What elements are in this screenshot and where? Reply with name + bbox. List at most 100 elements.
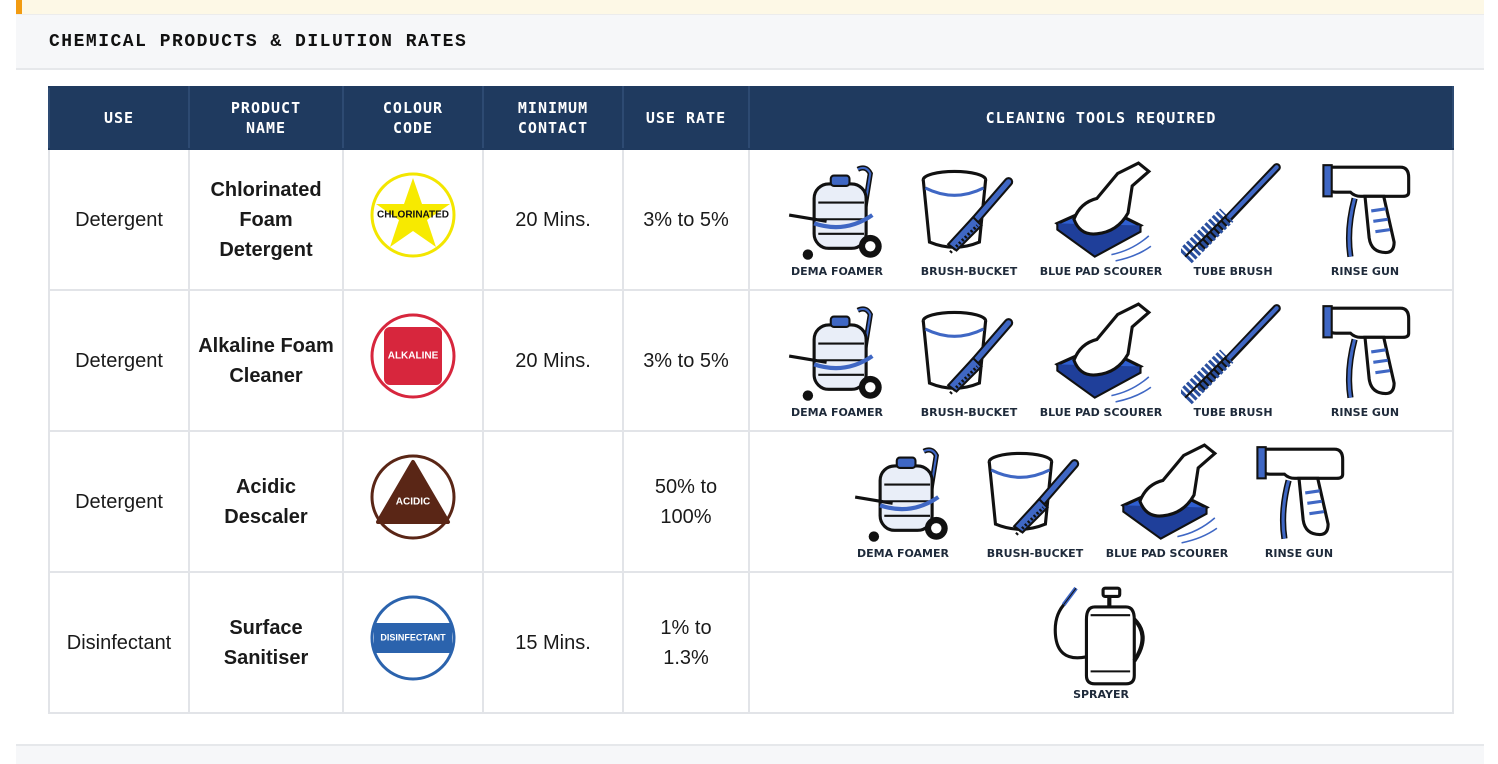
rate-cell: 3% to 5% xyxy=(622,148,750,291)
tool: BRUSH-BUCKET xyxy=(914,161,1024,279)
table-row: Disinfectant Surface Sanitiser DISINFECT… xyxy=(48,571,1454,714)
tool: SPRAYER xyxy=(1046,584,1156,702)
tool-label: DEMA FOAMER xyxy=(791,264,883,278)
tool-icon xyxy=(917,302,1021,406)
tool-icon xyxy=(983,443,1087,547)
badge-label: DISINFECTANT xyxy=(380,632,446,642)
product-cell: Surface Sanitiser xyxy=(188,571,344,714)
rate-cell: 3% to 5% xyxy=(622,289,750,432)
accent-bar xyxy=(16,0,22,14)
colour-cell: DISINFECTANT xyxy=(342,571,484,714)
bottom-strip xyxy=(16,744,1484,764)
contact-cell xyxy=(482,430,624,573)
header-row: USE PRODUCT NAME COLOUR CODE MINIMUM CON… xyxy=(48,86,1454,150)
colour-cell: CHLORINATED xyxy=(342,148,484,291)
tool: RINSE GUN xyxy=(1310,161,1420,279)
use-cell: Disinfectant xyxy=(48,571,190,714)
tools: DEMA FOAMER BRUSH-BUCKET BLUE PAD SCOURE… xyxy=(750,443,1452,561)
tool-icon xyxy=(1313,161,1417,265)
tool-label: RINSE GUN xyxy=(1330,264,1400,278)
colour-cell: ACIDIC xyxy=(342,430,484,573)
tool-label: TUBE BRUSH xyxy=(1193,264,1273,278)
tool-icon xyxy=(785,161,889,265)
tool-label: BLUE PAD SCOURER xyxy=(1039,405,1163,419)
tool-label: DEMA FOAMER xyxy=(857,546,949,560)
colour-badge: ALKALINE xyxy=(370,313,456,399)
tool-icon xyxy=(1247,443,1351,547)
tool-label: BLUE PAD SCOURER xyxy=(1105,546,1229,560)
contact-cell: 20 Mins. xyxy=(482,289,624,432)
tool-label: BRUSH-BUCKET xyxy=(986,546,1084,560)
tool: TUBE BRUSH xyxy=(1178,302,1288,420)
tool: TUBE BRUSH xyxy=(1178,161,1288,279)
tool: DEMA FOAMER xyxy=(848,443,958,561)
tool: DEMA FOAMER xyxy=(782,302,892,420)
tools-cell: SPRAYER xyxy=(748,571,1454,714)
tool: DEMA FOAMER xyxy=(782,161,892,279)
tool-label: RINSE GUN xyxy=(1264,546,1334,560)
tool-label: BRUSH-BUCKET xyxy=(920,264,1018,278)
header-cell: PRODUCT NAME xyxy=(188,86,344,150)
use-cell: Detergent xyxy=(48,430,190,573)
colour-badge: CHLORINATED xyxy=(370,172,456,258)
header-cell: USE xyxy=(48,86,190,150)
tool-icon xyxy=(1181,161,1285,265)
section-header: CHEMICAL PRODUCTS & DILUTION RATES xyxy=(16,15,1484,70)
tool-icon xyxy=(1313,302,1417,406)
tool-label: DEMA FOAMER xyxy=(791,405,883,419)
product-cell: Alkaline Foam Cleaner xyxy=(188,289,344,432)
tool-label: TUBE BRUSH xyxy=(1193,405,1273,419)
tool-label: BLUE PAD SCOURER xyxy=(1039,264,1163,278)
rate-cell: 50% to 100% xyxy=(622,430,750,573)
section-title: CHEMICAL PRODUCTS & DILUTION RATES xyxy=(49,32,468,52)
tools-cell: DEMA FOAMER BRUSH-BUCKET BLUE PAD SCOURE… xyxy=(748,289,1454,432)
tool-label: SPRAYER xyxy=(1073,687,1129,701)
colour-badge: DISINFECTANT xyxy=(370,595,456,681)
tool-icon xyxy=(851,443,955,547)
badge-label: ALKALINE xyxy=(388,351,439,362)
tools: SPRAYER xyxy=(750,584,1452,702)
header-cell: CLEANING TOOLS REQUIRED xyxy=(748,86,1454,150)
header-cell: COLOUR CODE xyxy=(342,86,484,150)
colour-badge: ACIDIC xyxy=(370,454,456,540)
tool-icon xyxy=(785,302,889,406)
chemical-table: USE PRODUCT NAME COLOUR CODE MINIMUM CON… xyxy=(48,86,1454,714)
tool: BLUE PAD SCOURER xyxy=(1040,161,1162,279)
header-cell: USE RATE xyxy=(622,86,750,150)
tool-icon xyxy=(917,161,1021,265)
tools: DEMA FOAMER BRUSH-BUCKET BLUE PAD SCOURE… xyxy=(750,161,1452,279)
use-cell: Detergent xyxy=(48,289,190,432)
contact-cell: 15 Mins. xyxy=(482,571,624,714)
tool: RINSE GUN xyxy=(1244,443,1354,561)
colour-cell: ALKALINE xyxy=(342,289,484,432)
tools-cell: DEMA FOAMER BRUSH-BUCKET BLUE PAD SCOURE… xyxy=(748,148,1454,291)
tool-icon xyxy=(1049,161,1153,265)
tool-icon xyxy=(1115,443,1219,547)
table-row: Detergent Acidic Descaler ACIDIC 50% to … xyxy=(48,430,1454,573)
tool-label: RINSE GUN xyxy=(1330,405,1400,419)
tool-icon xyxy=(1049,302,1153,406)
badge-label: CHLORINATED xyxy=(377,210,449,221)
tool: RINSE GUN xyxy=(1310,302,1420,420)
tool: BLUE PAD SCOURER xyxy=(1106,443,1228,561)
tool: BRUSH-BUCKET xyxy=(914,302,1024,420)
tool-icon xyxy=(1181,302,1285,406)
table-row: Detergent Chlorinated Foam Detergent CHL… xyxy=(48,148,1454,291)
product-cell: Acidic Descaler xyxy=(188,430,344,573)
rate-cell: 1% to 1.3% xyxy=(622,571,750,714)
contact-cell: 20 Mins. xyxy=(482,148,624,291)
header-cell: MINIMUM CONTACT xyxy=(482,86,624,150)
tools: DEMA FOAMER BRUSH-BUCKET BLUE PAD SCOURE… xyxy=(750,302,1452,420)
table-row: Detergent Alkaline Foam Cleaner ALKALINE… xyxy=(48,289,1454,432)
badge-label: ACIDIC xyxy=(396,497,430,508)
product-cell: Chlorinated Foam Detergent xyxy=(188,148,344,291)
tool-label: BRUSH-BUCKET xyxy=(920,405,1018,419)
tools-cell: DEMA FOAMER BRUSH-BUCKET BLUE PAD SCOURE… xyxy=(748,430,1454,573)
top-strip xyxy=(16,0,1484,15)
use-cell: Detergent xyxy=(48,148,190,291)
tool: BRUSH-BUCKET xyxy=(980,443,1090,561)
tool: BLUE PAD SCOURER xyxy=(1040,302,1162,420)
tool-icon xyxy=(1049,584,1153,688)
